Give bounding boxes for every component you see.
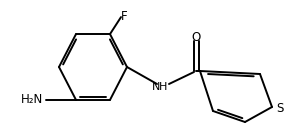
- Text: O: O: [191, 31, 201, 44]
- Text: H: H: [159, 82, 167, 92]
- Text: S: S: [276, 102, 283, 116]
- Text: H₂N: H₂N: [21, 93, 43, 106]
- Text: N: N: [152, 82, 160, 92]
- Text: F: F: [121, 10, 127, 23]
